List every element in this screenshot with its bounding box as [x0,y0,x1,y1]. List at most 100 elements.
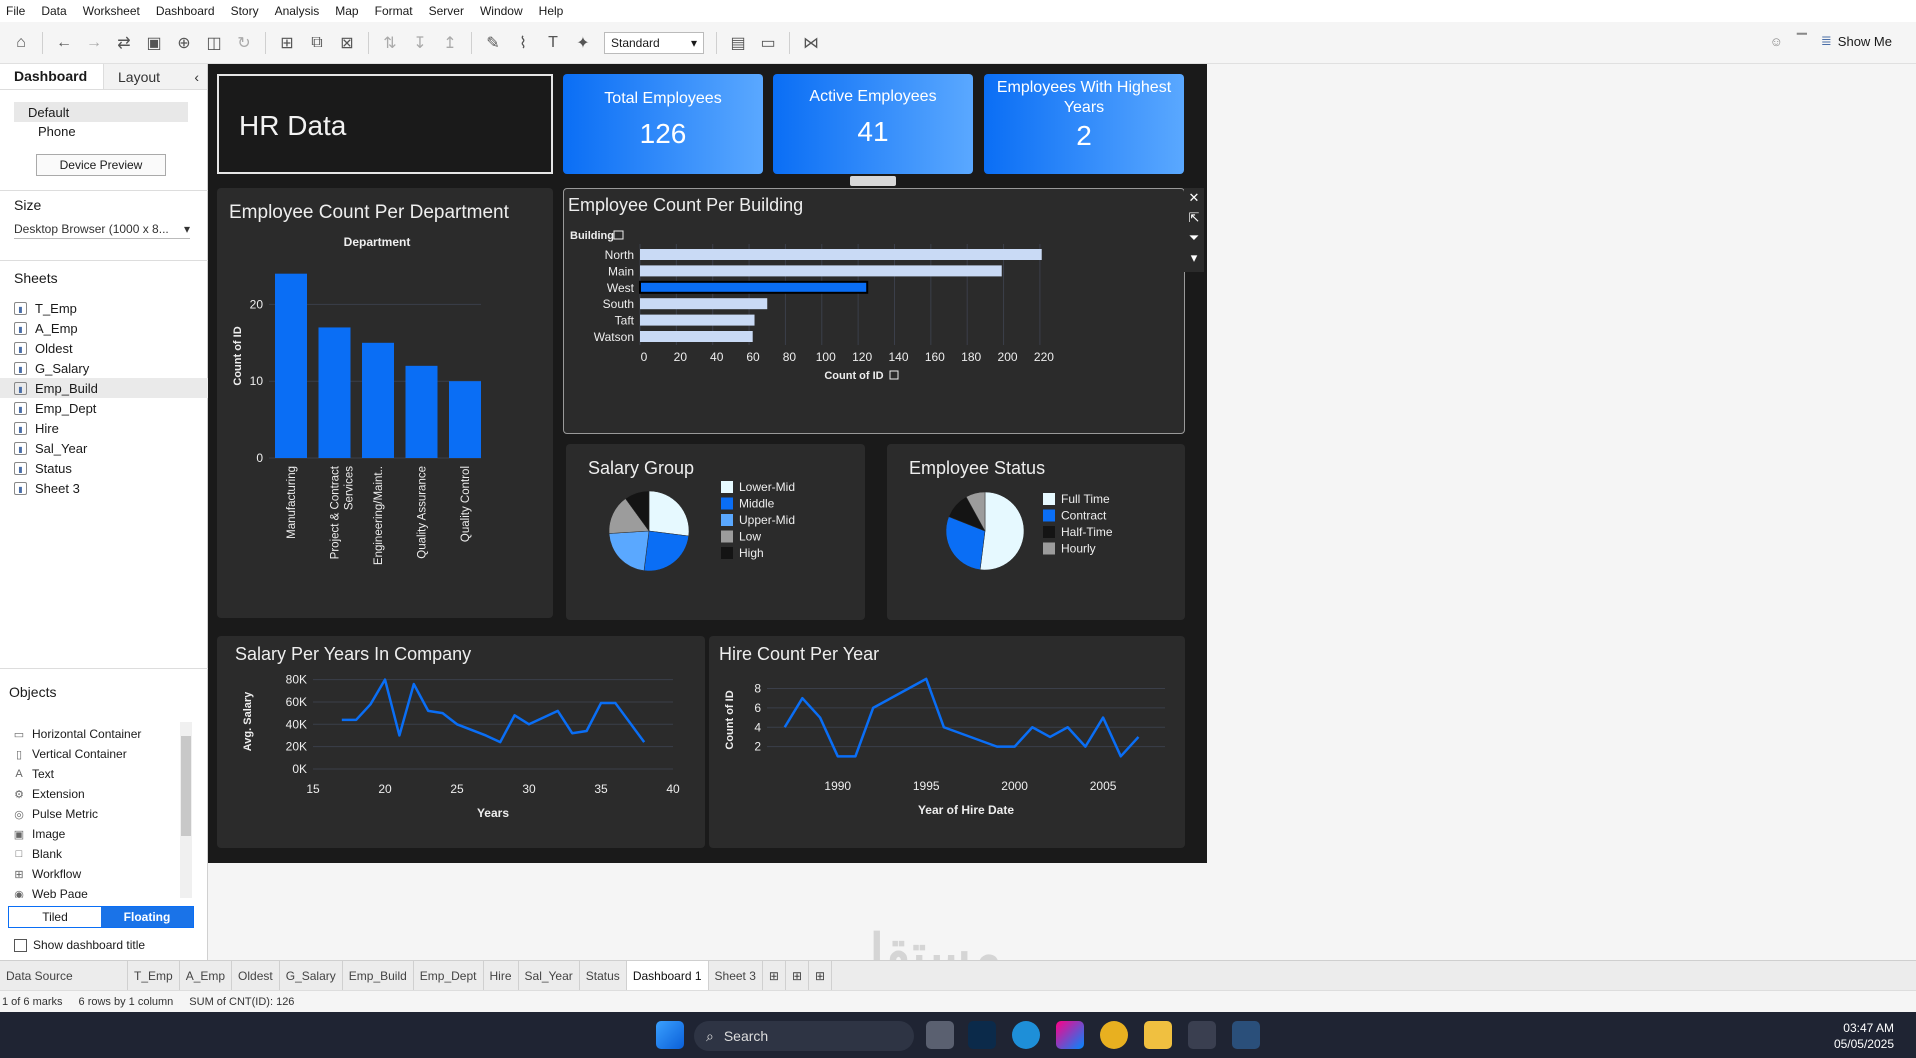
edge-icon[interactable] [1012,1021,1040,1049]
object-item[interactable]: A Text [0,764,180,784]
tab-dashboard[interactable]: Dashboard [0,64,103,89]
dashboard-title-box[interactable]: HR Data [217,74,553,174]
object-item[interactable]: □ Blank [0,844,180,864]
floating-button[interactable]: Floating [101,907,193,927]
show-me-button[interactable]: ☺ ▔ ≣ Show Me [1770,33,1892,49]
object-item[interactable]: ⚙ Extension [0,784,180,804]
bot-icon[interactable]: ☺ [1769,33,1783,49]
object-item[interactable]: ▭ Horizontal Container [0,724,180,744]
scrollbar[interactable] [180,722,192,898]
clear-sheet-icon[interactable]: ⊠ [340,34,354,52]
tab-emp-build[interactable]: Emp_Build [343,960,414,991]
open-icon[interactable]: ⇱ [1188,210,1200,225]
menu-item[interactable]: Map [335,4,359,18]
collapse-icon[interactable]: ‹ [194,68,199,85]
sheet-item[interactable]: ▮ Emp_Build [0,378,208,398]
object-item[interactable]: ⊞ Workflow [0,864,180,884]
menu-item[interactable]: Format [374,4,413,18]
sheet-item[interactable]: ▮ Sal_Year [0,438,208,458]
menu-item[interactable]: Story [230,4,259,18]
chart-hire-count[interactable]: Hire Count Per Year 2 4 6 8 1990 1995 2000 2005 Y… [709,636,1185,848]
tab-emp-dept[interactable]: Emp_Dept [414,960,484,991]
sheet-item[interactable]: ▮ A_Emp [0,318,208,338]
sheet-item[interactable]: ▮ Status [0,458,208,478]
new-worksheet-icon[interactable]: ⊞ [763,960,786,991]
presentation-icon[interactable]: ▭ [760,34,776,52]
device-preview-button[interactable]: Device Preview [36,154,166,176]
sheet-item[interactable]: ▮ T_Emp [0,298,208,318]
object-item[interactable]: ▯ Vertical Container [0,744,180,764]
highlight-icon[interactable]: ✎ [486,34,500,52]
tab-data-source[interactable]: Data Source [0,960,128,991]
kpi-total-employees[interactable]: Total Employees 126 [563,74,763,174]
file-explorer-icon[interactable] [1144,1021,1172,1049]
replay-icon[interactable]: ⇄ [117,34,131,52]
sheet-item[interactable]: ▮ Sheet 3 [0,478,208,498]
share-icon[interactable]: ⋈ [803,34,819,52]
cards-icon[interactable]: ▤ [730,34,746,52]
tab-dashboard-1[interactable]: Dashboard 1 [626,960,709,991]
chrome-icon[interactable] [1100,1021,1128,1049]
tiled-button[interactable]: Tiled [9,907,101,927]
sort-desc-icon[interactable]: ↥ [443,34,457,52]
size-select[interactable]: Desktop Browser (1000 x 8... ▾ [14,219,190,239]
menu-item[interactable]: Server [428,4,464,18]
show-title-checkbox-row[interactable]: Show dashboard title [14,938,145,952]
filter-icon[interactable]: ⏷ [1188,230,1200,245]
menu-item[interactable]: Data [41,4,67,18]
tableau-icon[interactable] [1232,1021,1260,1049]
tab-sal-year[interactable]: Sal_Year [519,960,580,991]
text-label-icon[interactable]: T [548,33,558,51]
new-datasource-icon[interactable]: ⊕ [177,34,191,52]
sort-asc-icon[interactable]: ↧ [413,34,427,52]
chart-employee-status[interactable]: Employee Status Full Time Contract Half-Tim… [887,444,1185,620]
object-item[interactable]: ◎ Pulse Metric [0,804,180,824]
scrollbar-thumb[interactable] [181,736,191,836]
refresh-icon[interactable]: ↻ [237,34,251,52]
kpi-highest-years[interactable]: Employees With Highest Years 2 [984,74,1184,174]
tab-g-salary[interactable]: G_Salary [280,960,343,991]
calendar-app-icon[interactable] [1188,1021,1216,1049]
menu-item[interactable]: Analysis [274,4,320,18]
redo-icon[interactable]: → [86,33,102,51]
device-default[interactable]: Default [14,102,188,122]
close-icon[interactable]: ✕ [1188,190,1200,205]
new-story-icon[interactable]: ⊞ [809,960,833,991]
menu-item[interactable]: Dashboard [155,4,215,18]
chart-salary-years[interactable]: Salary Per Years In Company 0K 20K 40K 60K 80… [217,636,705,848]
duplicate-icon[interactable]: ⧉ [311,33,323,51]
new-sheet-icon[interactable]: ⊞ [280,34,294,52]
swap-icon[interactable]: ⇅ [383,34,397,52]
save-icon[interactable]: ▣ [146,34,162,52]
tab-oldest[interactable]: Oldest [232,960,280,991]
sheet-item[interactable]: ▮ Oldest [0,338,208,358]
pause-icon[interactable]: ◫ [206,34,222,52]
windows-start-icon[interactable] [656,1021,684,1049]
object-item[interactable]: ▣ Image [0,824,180,844]
device-phone[interactable]: Phone [38,124,76,139]
paint-icon[interactable]: ▔ [1796,33,1807,48]
sheet-item[interactable]: ▮ G_Salary [0,358,208,378]
object-item[interactable]: ◉ Web Page [0,884,180,898]
pin-icon[interactable]: ✦ [576,34,590,52]
chart-salary-group[interactable]: Salary Group Lower-Mid Middle Upper-Mid Low H… [566,444,865,620]
menu-item[interactable]: File [6,4,26,18]
chart-department[interactable]: Employee Count Per Department Department 0… [217,188,553,618]
menu-item[interactable]: Help [538,4,564,18]
taskbar-search[interactable]: ⌕ Search [694,1021,914,1051]
attach-icon[interactable]: ⌇ [519,34,527,52]
task-view-icon[interactable] [926,1021,954,1049]
photoshop-icon[interactable] [968,1021,996,1049]
sheet-item[interactable]: ▮ Hire [0,418,208,438]
home-icon[interactable]: ⌂ [16,33,26,51]
checkbox[interactable] [14,938,27,952]
chart-building[interactable]: Employee Count Per Building Building 0 20 40… [564,189,1184,433]
tab-hire[interactable]: Hire [484,960,519,991]
resize-handle[interactable] [850,176,896,186]
view-select[interactable]: Standard ▾ [604,31,704,54]
menu-item[interactable]: Window [479,4,523,18]
tab-a-emp[interactable]: A_Emp [180,960,233,991]
tab-sheet-3[interactable]: Sheet 3 [709,960,763,991]
kpi-active-employees[interactable]: Active Employees 41 [773,74,973,174]
tab-status[interactable]: Status [580,960,627,991]
